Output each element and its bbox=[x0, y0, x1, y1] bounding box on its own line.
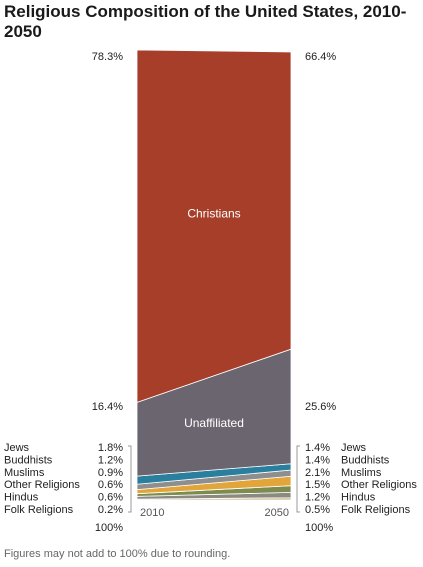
total-label-right: 100% bbox=[305, 522, 333, 534]
legend-label-right-muslims: Muslims bbox=[341, 467, 382, 479]
value-label-left-hindus: 0.6% bbox=[98, 492, 123, 504]
value-label-left-other-religions: 0.6% bbox=[98, 479, 123, 491]
series-label-unaffiliated: Unaffiliated bbox=[184, 416, 244, 430]
legend-label-left-other-religions: Other Religions bbox=[4, 479, 80, 491]
value-label-right-other-religions: 1.5% bbox=[305, 479, 330, 491]
value-label-left-christians: 78.3% bbox=[92, 51, 123, 63]
chart-title: Religious Composition of the United Stat… bbox=[4, 2, 407, 41]
legend-label-right-other-religions: Other Religions bbox=[341, 479, 417, 491]
legend-label-left-buddhists: Buddhists bbox=[4, 454, 53, 466]
total-label-left: 100% bbox=[95, 522, 123, 534]
value-label-left-jews: 1.8% bbox=[98, 442, 123, 454]
value-label-right-jews: 1.4% bbox=[305, 442, 330, 454]
value-label-left-folk-religions: 0.2% bbox=[98, 504, 123, 516]
legend-label-left-jews: Jews bbox=[4, 442, 30, 454]
legend-label-right-hindus: Hindus bbox=[341, 492, 376, 504]
value-label-left-unaffiliated: 16.4% bbox=[92, 401, 123, 413]
value-label-right-muslims: 2.1% bbox=[305, 467, 330, 479]
legend-label-right-jews: Jews bbox=[341, 442, 367, 454]
footnote: Figures may not add to 100% due to round… bbox=[4, 548, 231, 560]
legend-label-left-hindus: Hindus bbox=[4, 492, 39, 504]
bracket-right bbox=[296, 445, 300, 513]
series-label-christians: Christians bbox=[187, 206, 240, 220]
value-label-right-hindus: 1.2% bbox=[305, 492, 330, 504]
x-tick-label-2050: 2050 bbox=[265, 507, 289, 519]
x-tick-label-2010: 2010 bbox=[140, 507, 164, 519]
area-christians bbox=[136, 49, 292, 403]
legend-label-left-muslims: Muslims bbox=[4, 467, 45, 479]
legend-label-right-folk-religions: Folk Religions bbox=[341, 504, 411, 516]
legend-label-left-folk-religions: Folk Religions bbox=[4, 504, 74, 516]
legend-label-right-buddhists: Buddhists bbox=[341, 454, 390, 466]
value-label-left-buddhists: 1.2% bbox=[98, 454, 123, 466]
value-label-right-buddhists: 1.4% bbox=[305, 454, 330, 466]
value-label-right-unaffiliated: 25.6% bbox=[305, 401, 336, 413]
value-label-left-muslims: 0.9% bbox=[98, 467, 123, 479]
value-label-right-folk-religions: 0.5% bbox=[305, 504, 330, 516]
value-label-right-christians: 66.4% bbox=[305, 51, 336, 63]
bracket-left bbox=[128, 445, 132, 513]
